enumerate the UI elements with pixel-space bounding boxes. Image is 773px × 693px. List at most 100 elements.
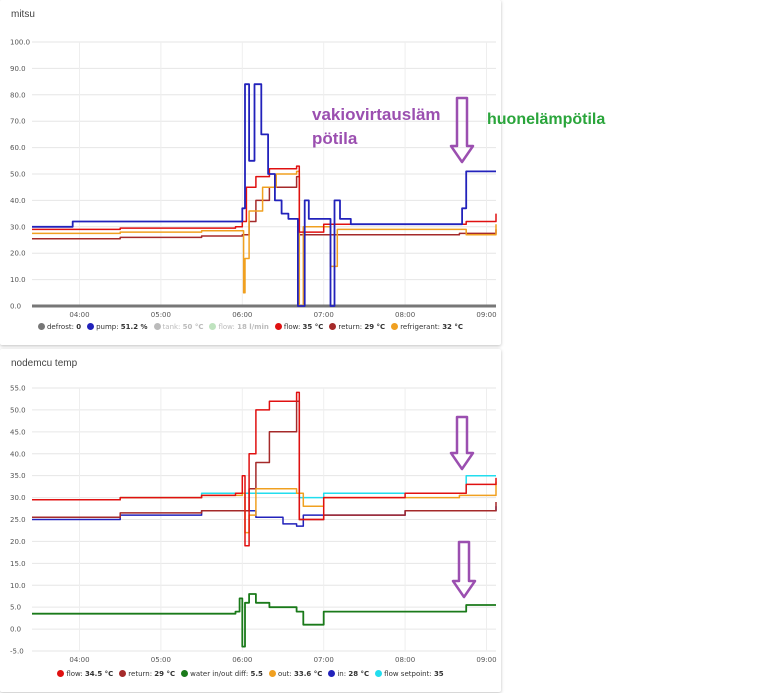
legend-item[interactable]: water in/out diff: 5.5: [181, 670, 263, 678]
annotation-violet-line2: pötila: [312, 129, 358, 148]
x-tick-label: 05:00: [151, 311, 171, 319]
x-tick-label: 06:00: [232, 656, 252, 664]
y-tick-label: 45.0: [10, 428, 26, 436]
series-line-refrigerant: [32, 170, 497, 307]
legend-value: 32 °C: [442, 323, 464, 331]
y-tick-label: 50.0: [10, 406, 26, 414]
x-tick-label: 09:00: [476, 311, 496, 319]
legend-value: 18 l/min: [237, 323, 269, 331]
legend-value: 50 °C: [182, 323, 204, 331]
y-tick-label: 90.0: [10, 65, 26, 73]
series-line-water-in-out-diff: [32, 593, 496, 648]
legend-value: 33.6 °C: [294, 670, 323, 678]
legend-dot-icon: [87, 323, 95, 330]
nodemcu-temp-legend: flow: 34.5 °C return: 29 °C water in/out d…: [0, 670, 501, 678]
legend-value: 0: [76, 323, 82, 331]
legend-label: flow:: [283, 323, 303, 331]
annotation-violet: vakiovirtausläm pötila: [312, 103, 452, 151]
x-tick-label: 05:00: [151, 656, 171, 664]
y-tick-label: 55.0: [10, 385, 26, 393]
legend-item[interactable]: pump: 51.2 %: [87, 323, 148, 331]
legend-item[interactable]: flow: 18 l/min: [209, 323, 269, 331]
legend-value: 35: [433, 670, 444, 678]
legend-item[interactable]: return: 29 °C: [119, 670, 175, 678]
series-line-return: [32, 400, 497, 521]
legend-dot-icon: [181, 670, 189, 677]
y-tick-label: 60.0: [10, 144, 26, 152]
x-tick-label: 06:00: [232, 311, 252, 319]
panel-title: mitsu: [11, 9, 35, 20]
x-tick-label: 08:00: [395, 311, 415, 319]
legend-label: flow:: [66, 670, 85, 678]
mitsu-legend: defrost: 0 pump: 51.2 % tank: 50 °C flow: 1…: [0, 323, 501, 331]
legend-item[interactable]: tank: 50 °C: [153, 323, 204, 331]
legend-label: return:: [128, 670, 155, 678]
series-line-pump: [32, 83, 496, 307]
x-tick-label: 08:00: [395, 656, 415, 664]
legend-dot-icon: [375, 670, 383, 677]
y-tick-label: 80.0: [10, 91, 26, 99]
legend-dot-icon: [153, 323, 161, 330]
x-tick-label: 04:00: [69, 656, 89, 664]
legend-item[interactable]: in: 28 °C: [328, 670, 369, 678]
y-tick-label: 0.0: [10, 303, 21, 311]
legend-label: out:: [277, 670, 294, 678]
y-tick-label: 30.0: [10, 223, 26, 231]
x-tick-label: 09:00: [476, 656, 496, 664]
y-tick-label: 100.0: [10, 39, 30, 47]
y-tick-label: 40.0: [10, 450, 26, 458]
legend-item[interactable]: flow setpoint: 35: [375, 670, 444, 678]
y-tick-label: 20.0: [10, 250, 26, 258]
y-tick-label: 40.0: [10, 197, 26, 205]
series-line-out: [32, 481, 497, 534]
legend-label: tank:: [162, 323, 183, 331]
legend-item[interactable]: return: 29 °C: [329, 323, 385, 331]
legend-dot-icon: [57, 670, 65, 677]
legend-label: flow setpoint:: [384, 670, 434, 678]
legend-label: refrigerant:: [400, 323, 443, 331]
legend-label: in:: [337, 670, 349, 678]
x-tick-label: 07:00: [314, 311, 334, 319]
annotation-green: huonelämpötila: [487, 111, 606, 128]
legend-item[interactable]: out: 33.6 °C: [268, 670, 323, 678]
legend-value: 35 °C: [302, 323, 324, 331]
legend-item[interactable]: flow: 34.5 °C: [57, 670, 113, 678]
series-line-return: [32, 175, 497, 240]
legend-label: return:: [338, 323, 365, 331]
legend-dot-icon: [37, 323, 45, 330]
legend-value: 5.5: [250, 670, 263, 678]
y-tick-label: -5.0: [10, 648, 24, 656]
y-tick-label: 20.0: [10, 538, 26, 546]
legend-dot-icon: [274, 323, 282, 330]
nodemcu-temp-chart: -5.0 0.0 5.0 10.0 15.0 20.0 25.0 30.0 35.0 40.0 45…: [10, 385, 497, 664]
nodemcu-temp-panel: nodemcu temp -5.0 0.0 5.0 10.0 15.0 20.0 25.0 3…: [0, 349, 501, 692]
y-tick-label: 70.0: [10, 118, 26, 126]
legend-value: 34.5 °C: [84, 670, 114, 678]
legend-item[interactable]: flow: 35 °C: [274, 323, 324, 331]
series-line-in: [32, 506, 497, 527]
legend-dot-icon: [209, 323, 217, 330]
legend-value: 29 °C: [154, 670, 176, 678]
y-tick-label: 5.0: [10, 604, 21, 612]
y-tick-label: 10.0: [10, 276, 26, 284]
legend-dot-icon: [119, 670, 127, 677]
x-tick-label: 04:00: [69, 311, 89, 319]
legend-value: 51.2 %: [120, 323, 148, 331]
y-tick-label: 15.0: [10, 560, 26, 568]
legend-label: flow:: [218, 323, 238, 331]
y-tick-label: 35.0: [10, 472, 26, 480]
panel-title: nodemcu temp: [11, 358, 78, 369]
mitsu-panel: mitsu 0.0 10.0 20.0 30.0 40.0 50.0 60.0 70.0 80.…: [0, 0, 501, 345]
annotation-violet-line1: vakiovirtausläm: [312, 105, 441, 124]
legend-item[interactable]: refrigerant: 32 °C: [391, 323, 463, 331]
mitsu-chart: 0.0 10.0 20.0 30.0 40.0 50.0 60.0 70.0 80.0 90.0 1…: [10, 39, 497, 319]
legend-label: water in/out diff:: [190, 670, 251, 678]
y-tick-label: 0.0: [10, 626, 21, 634]
legend-dot-icon: [391, 323, 399, 330]
legend-label: defrost:: [46, 323, 77, 331]
series-line-flow: [32, 391, 497, 547]
legend-dot-icon: [328, 670, 336, 677]
y-tick-label: 50.0: [10, 171, 26, 179]
legend-value: 28 °C: [348, 670, 370, 678]
legend-item[interactable]: defrost: 0: [37, 323, 82, 331]
